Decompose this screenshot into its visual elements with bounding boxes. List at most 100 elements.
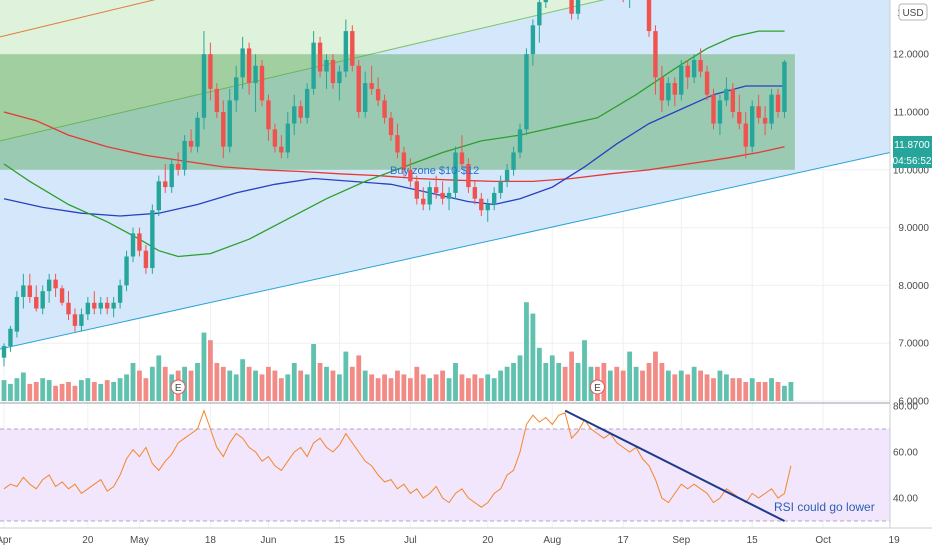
candle-body <box>21 285 26 297</box>
candle <box>685 59 690 89</box>
candle <box>666 77 671 107</box>
volume-bar <box>253 370 258 401</box>
candle <box>575 0 581 20</box>
volume-bar <box>8 383 13 401</box>
volume-bar <box>653 351 658 401</box>
volume-bar <box>562 366 568 401</box>
candle <box>317 36 323 78</box>
candle-body <box>459 152 465 165</box>
candle <box>246 42 252 95</box>
volume-bar <box>446 378 452 401</box>
candle-body <box>363 83 368 112</box>
volume-bar <box>466 378 471 401</box>
candle <box>92 291 97 315</box>
volume-bar <box>349 366 355 401</box>
candle <box>143 244 149 274</box>
candle-body <box>246 48 252 84</box>
rsi-trendline[interactable] <box>564 409 785 522</box>
candle <box>279 135 284 159</box>
candle-body <box>279 146 284 153</box>
volume-bar <box>20 372 26 401</box>
candle-body <box>369 83 374 89</box>
volume-bar <box>730 378 736 401</box>
earnings-marker[interactable]: E <box>170 379 186 395</box>
candle <box>479 192 484 217</box>
candle-body <box>511 152 516 170</box>
volume-bar <box>691 366 697 401</box>
candle <box>743 112 748 159</box>
volume-bar <box>498 370 504 401</box>
candle <box>691 54 697 84</box>
candle <box>517 123 523 159</box>
volume-bar <box>79 380 84 401</box>
time-tick-label: 18 <box>205 535 217 546</box>
candle <box>704 65 710 101</box>
candle-body <box>124 256 129 286</box>
candle <box>750 100 755 153</box>
rsi-band <box>0 429 890 521</box>
candle <box>375 77 381 107</box>
candle <box>53 273 58 297</box>
candle-body <box>646 0 652 32</box>
candle-body <box>1 346 7 358</box>
volume-bar <box>724 374 729 401</box>
candle <box>414 175 419 205</box>
candle <box>382 94 387 124</box>
candle <box>453 146 458 199</box>
currency-badge[interactable]: USD <box>898 3 928 21</box>
last-price-badge-bg <box>893 136 932 153</box>
candle-body <box>388 117 394 136</box>
candle-body <box>672 83 677 95</box>
candle <box>530 19 536 66</box>
candle <box>46 273 52 303</box>
candle-body <box>782 61 787 112</box>
candle <box>163 164 168 193</box>
volume-bar <box>233 374 239 401</box>
volume-bar <box>311 344 316 401</box>
time-tick-label: Aug <box>543 535 561 546</box>
volume-bar <box>143 378 149 401</box>
volume-bar <box>614 366 620 401</box>
earnings-marker[interactable]: E <box>589 379 605 395</box>
volume-bar <box>33 382 39 401</box>
volume-bar <box>569 351 574 401</box>
candle <box>511 146 516 176</box>
volume-bar <box>227 370 233 401</box>
candle-body <box>466 164 471 188</box>
volume-bar <box>749 378 755 401</box>
volume-bar <box>640 370 645 401</box>
candle <box>388 112 394 141</box>
candle-body <box>762 117 768 124</box>
volume-bar <box>401 374 407 401</box>
candle-body <box>105 302 110 309</box>
volume-bar <box>291 363 297 401</box>
candle <box>105 296 110 315</box>
candle <box>27 273 32 303</box>
candle-body <box>304 88 310 118</box>
volume-bar <box>453 363 458 401</box>
candle <box>156 175 161 217</box>
candle-body <box>221 112 226 147</box>
volume-bar <box>782 385 787 401</box>
volume-bar <box>433 374 439 401</box>
candle <box>111 296 116 318</box>
volume-bar <box>91 382 97 401</box>
volume-bar <box>285 374 291 401</box>
candle-body <box>691 59 697 78</box>
candle-body <box>46 279 52 292</box>
candle-body <box>169 164 174 188</box>
volume-bar <box>40 378 46 401</box>
time-axis-bg <box>0 528 932 550</box>
volume-bar <box>678 370 684 401</box>
rsi-line <box>3 409 792 508</box>
candle <box>717 94 723 136</box>
candle-body <box>311 42 316 89</box>
candle-body <box>8 328 13 347</box>
candle-body <box>446 192 452 199</box>
candle <box>363 71 368 118</box>
candle-body <box>453 152 458 193</box>
volume-bar <box>736 378 742 401</box>
volume-bar <box>517 355 523 401</box>
candle <box>427 181 432 211</box>
candle-body <box>517 129 523 153</box>
